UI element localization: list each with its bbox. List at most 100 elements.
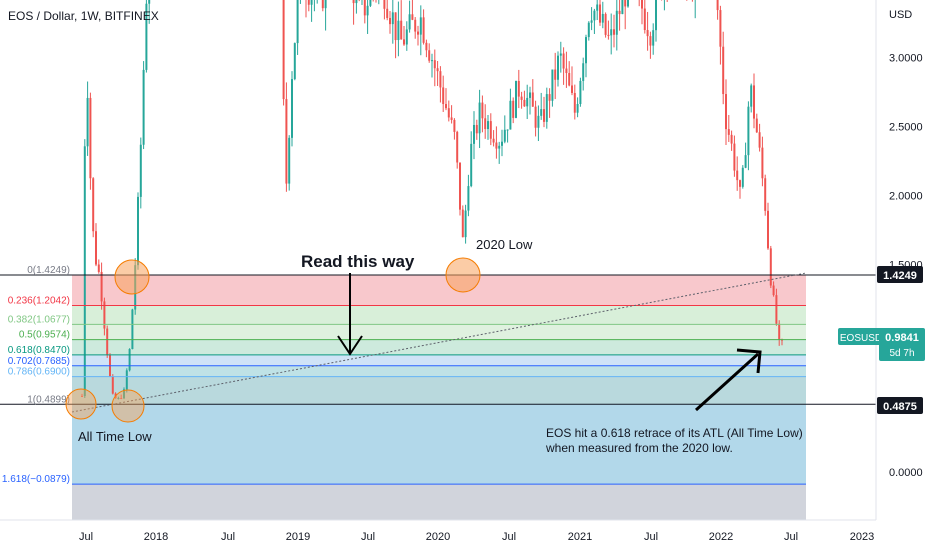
candle-body bbox=[599, 4, 601, 23]
candle-body bbox=[585, 37, 587, 64]
candle-body bbox=[727, 129, 730, 135]
circle-atl-right[interactable] bbox=[111, 389, 145, 423]
candle-body bbox=[596, 4, 599, 11]
candle-body bbox=[425, 42, 428, 51]
time-axis[interactable]: Jul 2018 Jul 2019 Jul 2020 Jul 2021 Jul 2022 Jul 20… bbox=[0, 519, 876, 550]
candle-body bbox=[772, 285, 775, 296]
current-price-tag[interactable]: EOSUSD 0.9841 5d 7h bbox=[838, 328, 925, 361]
candles bbox=[81, 0, 783, 400]
up-right-arrow bbox=[694, 348, 762, 412]
candle-body bbox=[506, 129, 509, 131]
fib-zone bbox=[72, 376, 806, 405]
candle-body bbox=[282, 0, 285, 100]
candle-body bbox=[481, 102, 484, 119]
candle-body bbox=[411, 14, 414, 20]
candle-body bbox=[755, 118, 758, 133]
read-this-way-label: Read this way bbox=[301, 252, 415, 271]
candle-body bbox=[456, 131, 459, 163]
fib-labels: 0(1.4249) 0.236(1.2042) 0.382(1.0677) 0.5(0… bbox=[2, 265, 70, 485]
candle-body bbox=[433, 60, 436, 69]
candle-body bbox=[573, 92, 576, 113]
price-tag-top: 1.4249 bbox=[877, 266, 923, 283]
current-price: 0.9841 bbox=[885, 332, 919, 344]
price-tag-bottom: 0.4875 bbox=[877, 397, 923, 414]
fib-label: 1(0.4899) bbox=[27, 394, 70, 405]
fib-zone bbox=[72, 275, 806, 306]
time-tick: Jul bbox=[361, 531, 375, 543]
candle-body bbox=[391, 12, 394, 25]
candle-body bbox=[324, 0, 327, 9]
candle-body bbox=[478, 102, 481, 134]
candle-body bbox=[646, 30, 649, 37]
time-tick: 2019 bbox=[286, 531, 310, 543]
time-tick: 2022 bbox=[709, 531, 733, 543]
candle-body bbox=[470, 143, 473, 187]
trend-line[interactable] bbox=[71, 272, 807, 413]
circle-atl-left[interactable] bbox=[65, 388, 97, 420]
candle-body bbox=[95, 231, 97, 265]
candle-body bbox=[461, 209, 464, 238]
candle-body bbox=[587, 22, 590, 38]
time-tick: 2021 bbox=[568, 531, 592, 543]
candle-body bbox=[366, 5, 369, 16]
candle-body bbox=[641, 0, 643, 9]
candle-body bbox=[618, 10, 621, 15]
candle-body bbox=[414, 19, 417, 32]
candle-body bbox=[403, 39, 405, 45]
candle-body bbox=[383, 0, 386, 9]
candle-body bbox=[503, 129, 506, 142]
candle-body bbox=[568, 73, 571, 86]
price-tick: 0.0000 bbox=[889, 467, 923, 479]
candle-body bbox=[386, 8, 389, 18]
fib-label: 0.618(0.8470) bbox=[8, 345, 70, 356]
circle-2020-low[interactable] bbox=[445, 257, 481, 293]
candle-body bbox=[291, 79, 293, 138]
fib-zone-extension bbox=[72, 484, 806, 520]
candle-body bbox=[321, 0, 324, 9]
candle-body bbox=[543, 109, 545, 122]
candle-body bbox=[397, 20, 400, 41]
price-tag-bottom-text: 0.4875 bbox=[883, 401, 917, 413]
candle-body bbox=[520, 96, 523, 100]
candle-body bbox=[512, 100, 515, 118]
price-tick: 2.0000 bbox=[889, 191, 923, 203]
fib-zone bbox=[72, 305, 806, 325]
2020-low-label: 2020 Low bbox=[476, 237, 533, 252]
candle-body bbox=[579, 80, 582, 105]
candle-body bbox=[125, 370, 128, 390]
candle-body bbox=[736, 170, 739, 181]
candle-body bbox=[439, 71, 442, 88]
candle-body bbox=[526, 97, 529, 107]
candle-body bbox=[459, 162, 461, 210]
candle-body bbox=[716, 0, 719, 11]
price-tick: 2.5000 bbox=[889, 121, 923, 133]
time-tick: Jul bbox=[79, 531, 93, 543]
candle-body bbox=[565, 68, 568, 74]
candle-body bbox=[436, 68, 439, 72]
candle-body bbox=[417, 31, 419, 35]
fib-label: 0.786(0.6900) bbox=[8, 367, 70, 378]
candle-body bbox=[551, 69, 554, 101]
candle-body bbox=[531, 92, 534, 107]
candle-body bbox=[523, 99, 526, 107]
candle-body bbox=[744, 155, 747, 168]
candle-body bbox=[576, 104, 579, 113]
candle-body bbox=[741, 167, 744, 187]
candle-body bbox=[613, 29, 615, 35]
candle-body bbox=[775, 295, 778, 324]
candle-body bbox=[408, 14, 411, 30]
fib-zone bbox=[72, 339, 806, 355]
fib-zone bbox=[72, 324, 806, 340]
time-tick: Jul bbox=[502, 531, 516, 543]
candle-body bbox=[405, 29, 408, 45]
time-tick: Jul bbox=[784, 531, 798, 543]
candle-body bbox=[363, 0, 366, 16]
candle-body bbox=[492, 138, 495, 143]
candle-body bbox=[92, 178, 95, 232]
fib-label: 0(1.4249) bbox=[27, 265, 70, 276]
circle-high-2017[interactable] bbox=[114, 259, 150, 295]
candle-body bbox=[624, 0, 627, 7]
candle-body bbox=[285, 99, 288, 184]
candle-body bbox=[467, 186, 470, 211]
